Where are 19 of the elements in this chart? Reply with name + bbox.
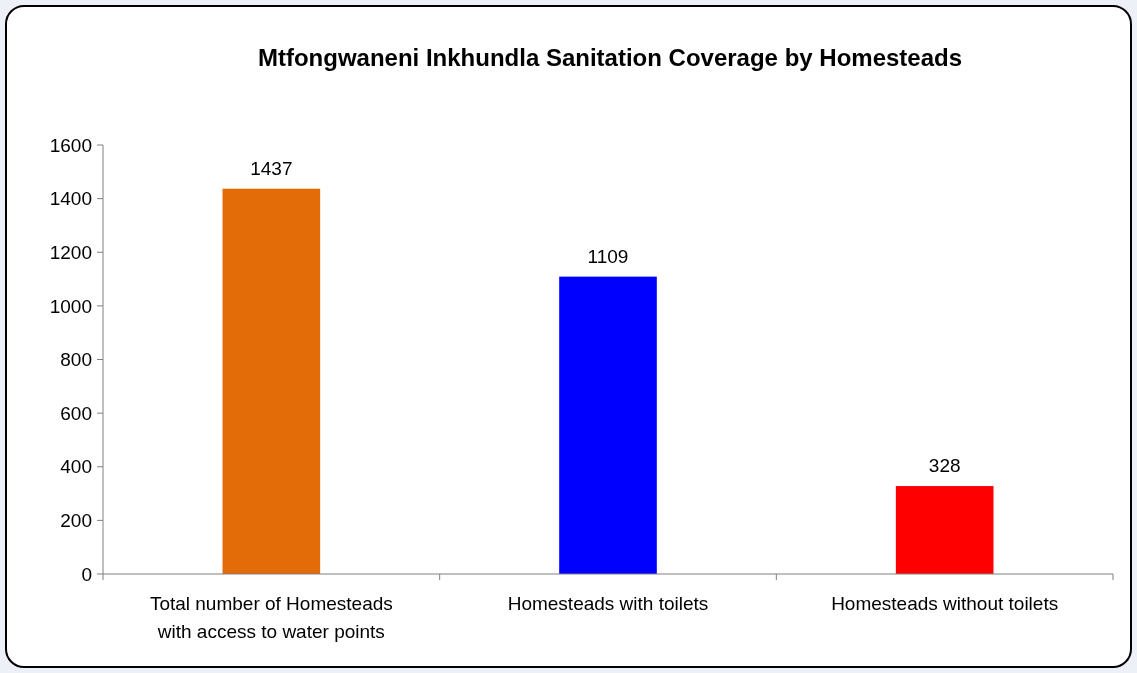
y-tick-label: 1200 bbox=[49, 241, 92, 263]
x-tick-label: Total number of Homesteads with access to water points bbox=[149, 593, 393, 642]
data-label: 1437 bbox=[250, 157, 293, 179]
y-tick-label: 0 bbox=[81, 563, 92, 585]
y-tick-label: 1000 bbox=[49, 295, 92, 317]
chart-title: Mtfongwaneni Inkhundla Sanitation Coverage by Homesteads bbox=[257, 44, 963, 71]
x-tick-label: Homesteads with toilets bbox=[507, 593, 709, 614]
x-tick-label: Homesteads without toilets bbox=[831, 593, 1059, 614]
y-tick-label: 600 bbox=[60, 402, 92, 424]
bar bbox=[895, 486, 994, 574]
data-label: 1109 bbox=[587, 245, 629, 267]
y-tick-label: 400 bbox=[60, 456, 92, 478]
data-label: 328 bbox=[928, 455, 961, 477]
y-tick-label: 200 bbox=[60, 510, 92, 532]
bar bbox=[559, 276, 657, 574]
y-tick-label: 800 bbox=[60, 349, 92, 371]
y-tick-label: 1400 bbox=[49, 188, 92, 210]
bar bbox=[222, 188, 321, 574]
y-tick-label: 1600 bbox=[49, 134, 92, 156]
